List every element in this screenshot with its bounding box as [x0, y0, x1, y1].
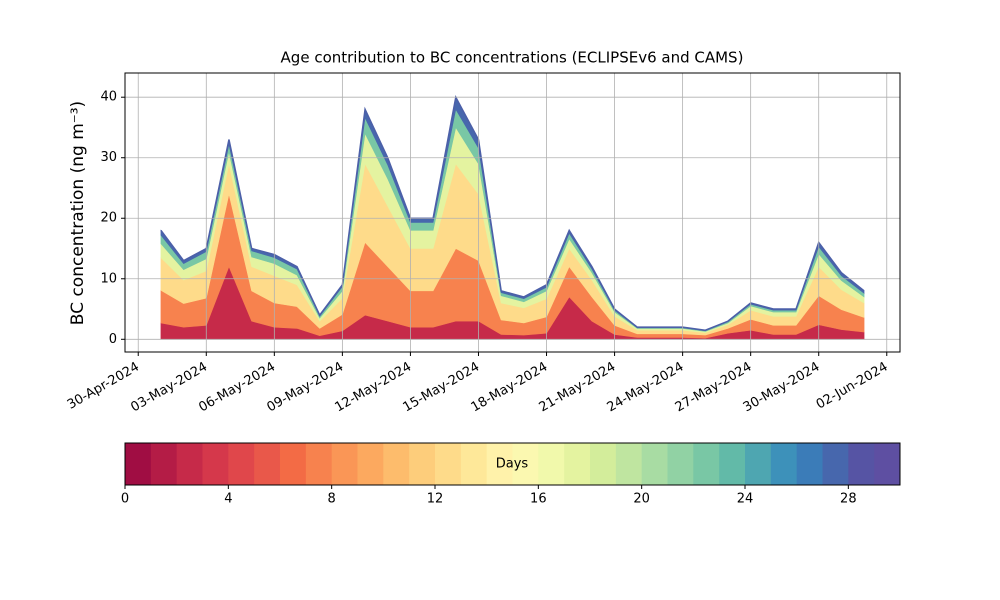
- colorbar-swatch: [331, 443, 358, 485]
- x-tick-label: 12-May-2024: [332, 360, 414, 416]
- plot-frame: [124, 72, 901, 353]
- colorbar-swatch: [615, 443, 643, 485]
- chart-title: Age contribution to BC concentrations (E…: [281, 49, 744, 67]
- x-tick-label: 24-May-2024: [605, 360, 687, 416]
- colorbar-swatch: [719, 443, 746, 485]
- colorbar-swatch: [435, 443, 462, 485]
- colorbar-swatch: [125, 443, 152, 485]
- colorbar-swatch: [228, 443, 255, 485]
- colorbar-tick-label: 4: [224, 492, 232, 507]
- y-tick-label: 40: [100, 90, 117, 105]
- y-tick-label: 30: [100, 150, 117, 165]
- colorbar-swatch: [538, 443, 565, 485]
- x-tick-label: 18-May-2024: [469, 360, 551, 416]
- colorbar-swatch: [176, 443, 203, 485]
- colorbar-swatch: [770, 443, 798, 485]
- colorbar-swatch: [590, 443, 617, 485]
- y-axis-label: BC concentration (ng m⁻³): [68, 101, 88, 325]
- colorbar-tick-label: 12: [427, 492, 444, 507]
- colorbar-swatch: [486, 443, 513, 485]
- colorbar-swatch: [848, 443, 875, 485]
- colorbar-swatch: [150, 443, 178, 485]
- colorbar-tick-label: 16: [530, 492, 547, 507]
- x-tick-label: 30-May-2024: [741, 360, 823, 416]
- x-tick-label: 21-May-2024: [537, 360, 619, 416]
- colorbar-frame: [124, 442, 901, 486]
- colorbar-swatch: [357, 443, 384, 485]
- colorbar-swatch: [693, 443, 720, 485]
- colorbar-tick-label: 0: [121, 492, 129, 507]
- colorbar-swatch: [745, 443, 772, 485]
- colorbar-swatch: [254, 443, 281, 485]
- colorbar-swatch: [874, 443, 901, 485]
- colorbar-swatch: [512, 443, 539, 485]
- colorbar-tick-label: 20: [633, 492, 650, 507]
- colorbar-swatch: [305, 443, 333, 485]
- colorbar-tick-label: 28: [840, 492, 857, 507]
- colorbar-swatch: [564, 443, 591, 485]
- colorbar-swatch: [822, 443, 849, 485]
- colorbar-swatch: [409, 443, 436, 485]
- colorbar-label: Days: [496, 457, 529, 472]
- top-outline: [160, 94, 865, 331]
- colorbar-swatch: [796, 443, 823, 485]
- x-tick-label: 09-May-2024: [264, 360, 346, 416]
- x-tick-label: 27-May-2024: [673, 360, 755, 416]
- colorbar-swatch: [641, 443, 668, 485]
- colorbar-swatch: [667, 443, 694, 485]
- colorbar-swatch: [383, 443, 410, 485]
- x-tick-label: 03-May-2024: [128, 360, 210, 416]
- colorbar-tick-label: 24: [737, 492, 754, 507]
- colorbar-swatch: [460, 443, 488, 485]
- y-tick-label: 20: [100, 211, 117, 226]
- colorbar-swatch: [280, 443, 307, 485]
- y-tick-label: 0: [109, 332, 117, 347]
- colorbar-tick-label: 8: [328, 492, 336, 507]
- colorbar-swatch: [202, 443, 229, 485]
- x-tick-label: 15-May-2024: [401, 360, 483, 416]
- y-tick-label: 10: [100, 271, 117, 286]
- x-tick-label: 06-May-2024: [196, 360, 278, 416]
- x-tick-label: 02-Jun-2024: [814, 360, 891, 413]
